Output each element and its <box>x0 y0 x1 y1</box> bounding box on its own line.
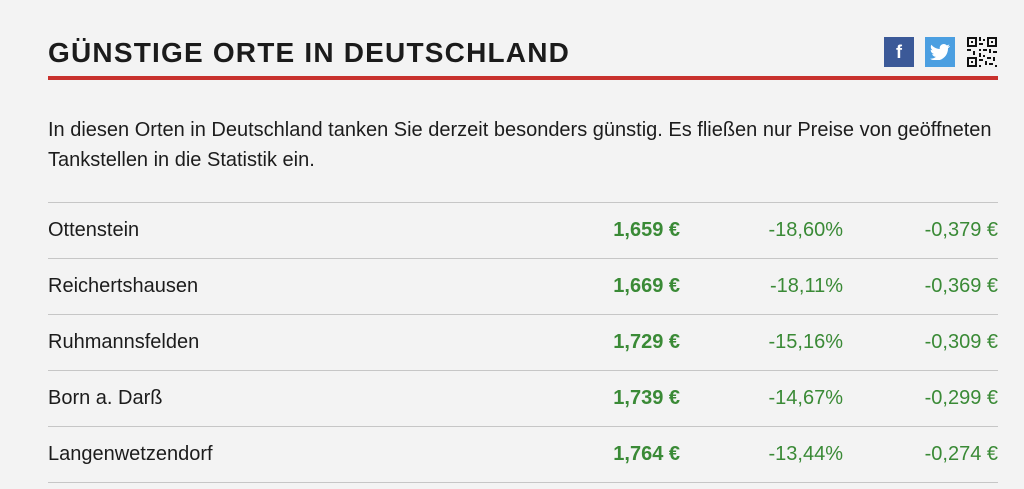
qr-code-graphic <box>967 37 997 67</box>
facebook-icon[interactable]: f <box>884 37 914 67</box>
percent-diff: -15,16% <box>768 331 844 353</box>
price-diff: -0,369 € <box>924 275 998 297</box>
percent-diff: -18,11% <box>769 275 843 297</box>
table-row[interactable]: Reichertshausen 1,669 € -18,11% -0,369 € <box>48 259 998 315</box>
price-diff: -0,299 € <box>924 387 998 409</box>
qr-code-icon[interactable] <box>966 36 998 68</box>
place-name[interactable]: Ottenstein <box>48 219 140 241</box>
place-name[interactable]: Ruhmannsfelden <box>48 331 200 353</box>
percent-diff: -13,44% <box>768 443 844 465</box>
places-table: Ottenstein 1,659 € -18,60% -0,379 € Reic… <box>48 202 998 483</box>
table-row[interactable]: Ruhmannsfelden 1,729 € -15,16% -0,309 € <box>48 315 998 371</box>
twitter-bird-icon <box>930 44 950 60</box>
price-value: 1,659 € <box>613 219 680 241</box>
price-value: 1,669 € <box>613 275 680 297</box>
twitter-icon[interactable]: t <box>925 37 955 67</box>
section-title: GÜNSTIGE ORTE IN DEUTSCHLAND <box>48 37 571 68</box>
table-row[interactable]: Ottenstein 1,659 € -18,60% -0,379 € <box>48 203 998 259</box>
price-diff: -0,309 € <box>924 331 998 353</box>
facebook-icon-label: f <box>896 41 902 62</box>
price-diff: -0,379 € <box>924 219 998 241</box>
table-row[interactable]: Langenwetzendorf 1,764 € -13,44% -0,274 … <box>48 427 998 483</box>
percent-diff: -14,67% <box>768 387 844 409</box>
section-header: GÜNSTIGE ORTE IN DEUTSCHLAND f t <box>48 36 998 78</box>
place-name[interactable]: Langenwetzendorf <box>48 443 213 465</box>
percent-diff: -18,60% <box>768 219 844 241</box>
place-name[interactable]: Reichertshausen <box>48 275 199 297</box>
table-row[interactable]: Born a. Darß 1,739 € -14,67% -0,299 € <box>48 371 998 427</box>
share-icons: f t <box>884 36 998 68</box>
intro-text: In diesen Orten in Deutschland tanken Si… <box>48 119 992 171</box>
place-name[interactable]: Born a. Darß <box>48 387 163 409</box>
section-divider <box>48 76 998 80</box>
price-value: 1,739 € <box>613 387 680 409</box>
price-value: 1,764 € <box>613 443 680 465</box>
price-value: 1,729 € <box>613 331 680 353</box>
price-diff: -0,274 € <box>924 443 998 465</box>
